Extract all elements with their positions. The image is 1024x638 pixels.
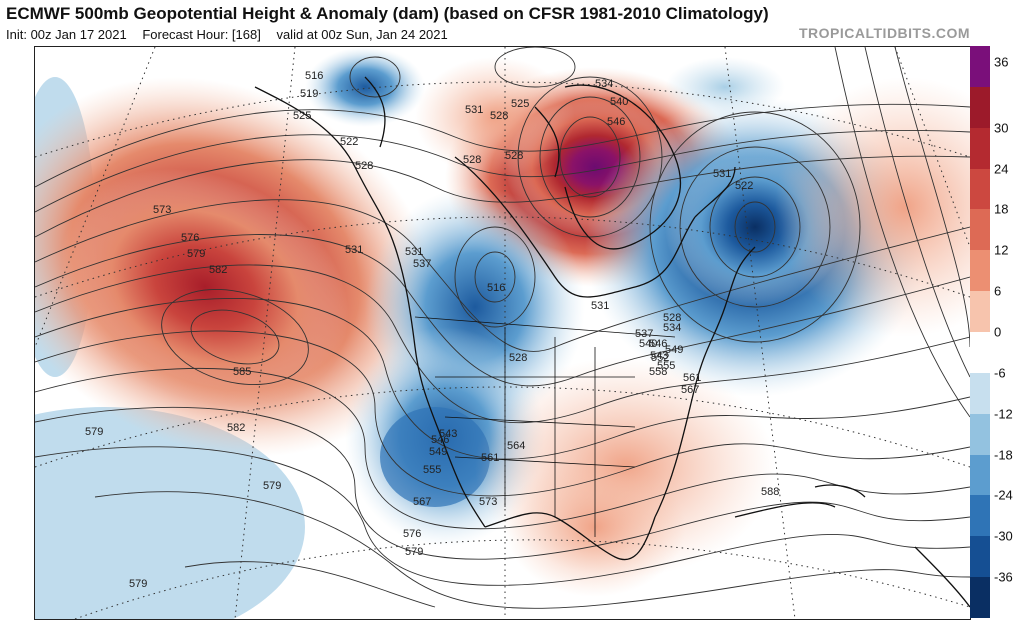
contour-label: 522 <box>340 136 358 148</box>
contour-label: 522 <box>735 180 753 192</box>
colorbar: 36 30 24 18 12 6 0 -6 -12 -18 -24 -30 -36 <box>970 46 1024 619</box>
colorbar-tick-label: 12 <box>994 242 1009 258</box>
contour-label: 579 <box>129 578 147 590</box>
chart-subtitle: Init: 00z Jan 17 2021 Forecast Hour: [16… <box>6 27 460 42</box>
contour-label: 567 <box>681 384 699 396</box>
contour-label: 555 <box>657 360 675 372</box>
contour-label: 525 <box>293 110 311 122</box>
colorbar-segment <box>970 536 990 578</box>
colorbar-segment <box>970 291 990 333</box>
coastlines <box>254 76 970 608</box>
contour-label: 588 <box>761 486 779 498</box>
contour-label: 582 <box>209 264 227 276</box>
colorbar-segment <box>970 127 990 170</box>
contour-label: 531 <box>345 244 363 256</box>
contour-label: 531 <box>713 168 731 180</box>
contour-label: 543 <box>439 428 457 440</box>
contour-label: 540 <box>639 338 657 350</box>
colorbar-segment <box>970 332 990 374</box>
colorbar-tick-label: -6 <box>994 365 1006 381</box>
colorbar-tick-label: 36 <box>994 54 1009 70</box>
contour-label: 543 <box>650 350 668 362</box>
colorbar-segment <box>970 413 990 456</box>
contour-label: 585 <box>233 366 251 378</box>
contour-label: 558 <box>649 366 667 378</box>
colorbar-segment <box>970 372 990 415</box>
contour-label: 540 <box>610 96 628 108</box>
contour-label: 546 <box>649 338 667 350</box>
contour-label: 531 <box>465 104 483 116</box>
contour-label: 525 <box>511 98 529 110</box>
valid-time: valid at 00z Sun, Jan 24 2021 <box>276 27 448 42</box>
contour-label: 528 <box>463 154 481 166</box>
colorbar-tick-label: -30 <box>994 528 1013 544</box>
colorbar-segment <box>970 46 990 88</box>
colorbar-tick-label: 30 <box>994 120 1009 136</box>
colorbar-segment <box>970 577 990 619</box>
contour-label: 534 <box>595 78 613 90</box>
contour-label: 528 <box>663 312 681 324</box>
colorbar-tick-label: -24 <box>994 487 1013 503</box>
map-svg: 5165195255225285315285255285345405465315… <box>35 47 970 619</box>
colorbar-segment <box>970 250 990 292</box>
contour-label: 516 <box>305 70 323 82</box>
colorbar-tick-label: 0 <box>994 324 1002 340</box>
chart-title: ECMWF 500mb Geopotential Height & Anomal… <box>6 4 769 23</box>
colorbar-tick-label: 6 <box>994 283 1002 299</box>
colorbar-tick-label: -36 <box>994 569 1013 585</box>
contour-label: 573 <box>479 496 497 508</box>
colorbar-tick-label: -12 <box>994 406 1013 422</box>
colorbar-segment <box>970 86 990 129</box>
map-panel: 516 519 525 522 528 531 528 525 528 534 540 546 531 5… <box>34 46 971 620</box>
colorbar-segment <box>970 168 990 210</box>
colorbar-segment <box>970 209 990 251</box>
contour-label: 576 <box>181 232 199 244</box>
contour-label: 528 <box>490 110 508 122</box>
anomaly-shading <box>35 47 970 619</box>
contour-label: 519 <box>300 88 318 100</box>
contour-label: 516 <box>487 282 505 294</box>
contour-label: 546 <box>607 116 625 128</box>
colorbar-segment <box>970 454 990 496</box>
init-time: Init: 00z Jan 17 2021 <box>6 27 127 42</box>
contour-label: 576 <box>403 528 421 540</box>
contour-label: 546 <box>431 434 449 446</box>
contour-label: 528 <box>505 150 523 162</box>
contour-label: 531 <box>405 246 423 258</box>
contour-label: 579 <box>405 546 423 558</box>
contour-label: 573 <box>153 204 171 216</box>
contour-label: 528 <box>355 160 373 172</box>
contour-label: 528 <box>509 352 527 364</box>
brand-watermark: TROPICALTIDBITS.COM <box>798 25 970 41</box>
forecast-hour: Forecast Hour: [168] <box>142 27 261 42</box>
contour-label: 549 <box>665 344 683 356</box>
contour-label: 579 <box>263 480 281 492</box>
borders <box>414 316 676 537</box>
contour-label: 561 <box>481 452 499 464</box>
contour-label: 552 <box>651 352 669 364</box>
colorbar-segment <box>970 495 990 537</box>
contour-label: 555 <box>423 464 441 476</box>
contour-label: 582 <box>227 422 245 434</box>
contour-labels: 5165195255225285315285255285345405465315… <box>85 70 779 590</box>
colorbar-tick-label: 18 <box>994 201 1009 217</box>
contour-label: 537 <box>635 328 653 340</box>
colorbar-tick-label: 24 <box>994 161 1009 177</box>
height-contours <box>35 47 970 609</box>
contour-label: 531 <box>591 300 609 312</box>
contour-label: 567 <box>413 496 431 508</box>
contour-label: 549 <box>429 446 447 458</box>
contour-label: 534 <box>663 322 681 334</box>
contour-label: 579 <box>187 248 205 260</box>
contour-label: 579 <box>85 426 103 438</box>
contour-label: 564 <box>507 440 525 452</box>
contour-label: 537 <box>413 258 431 270</box>
colorbar-tick-label: -18 <box>994 447 1013 463</box>
contour-label: 561 <box>683 372 701 384</box>
